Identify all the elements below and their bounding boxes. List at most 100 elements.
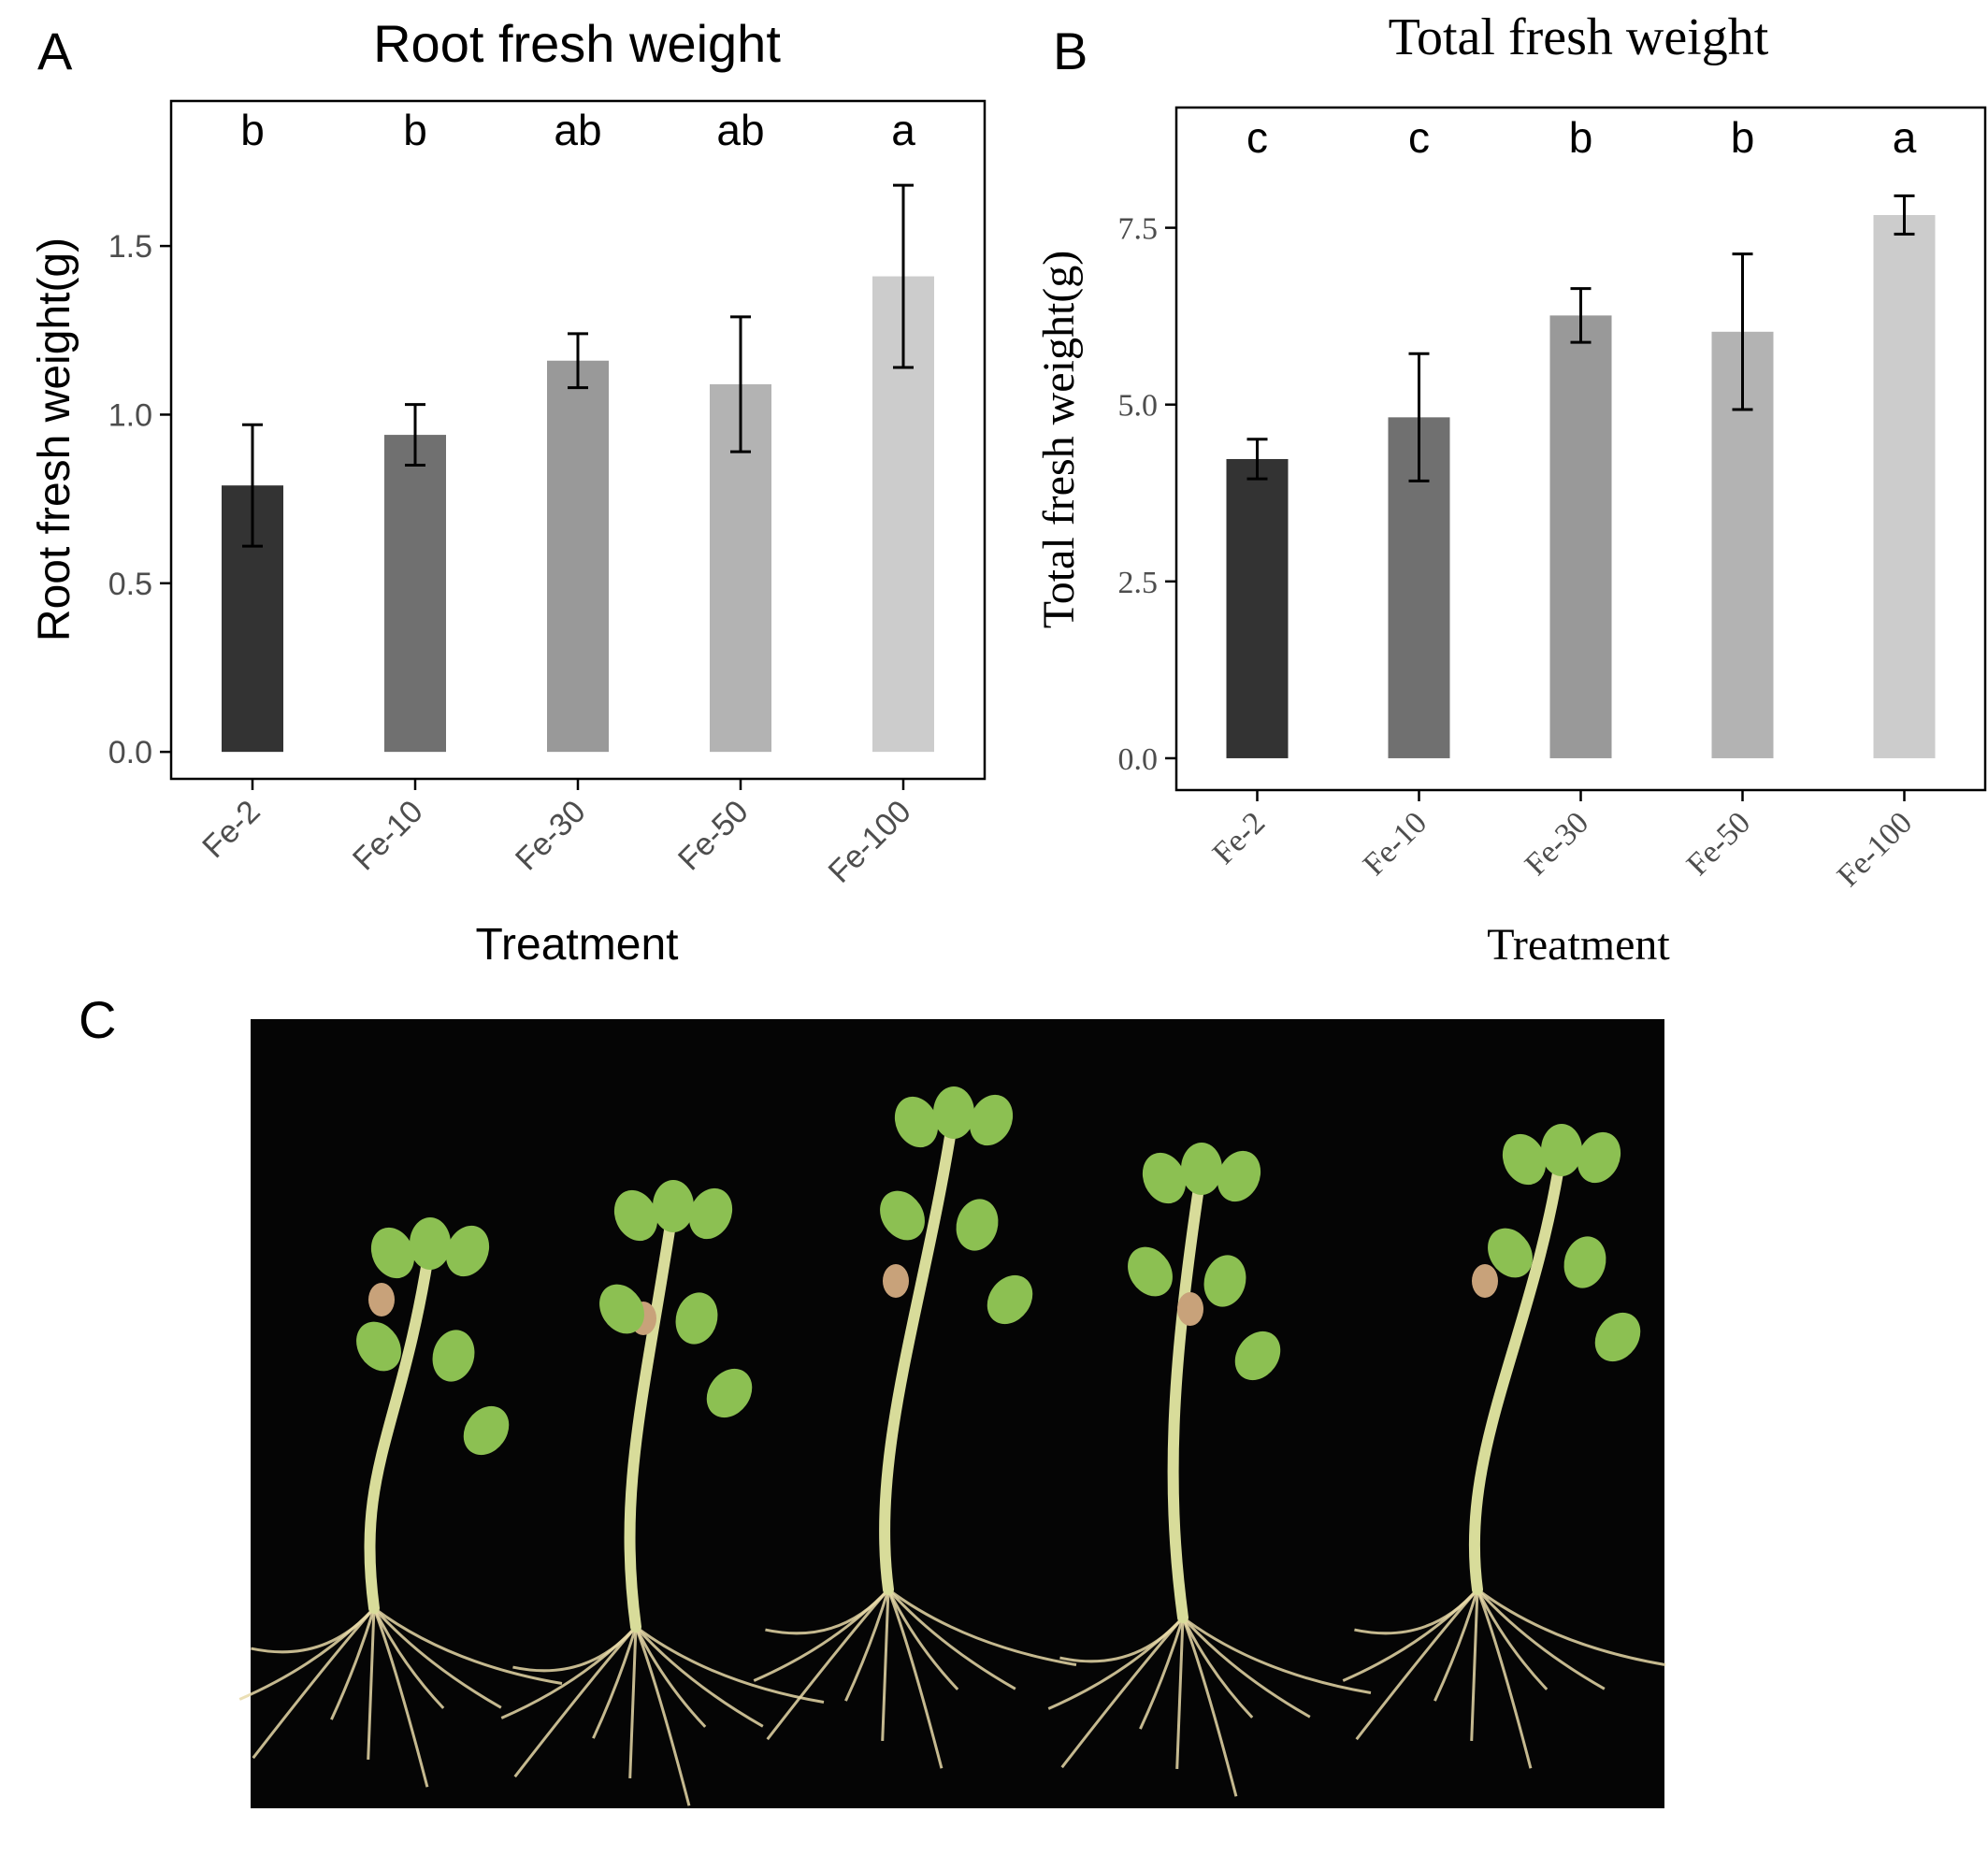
leaflet <box>1488 1228 1533 1278</box>
leaflet <box>613 1189 658 1242</box>
root-strand <box>367 1607 376 1760</box>
leaflet <box>410 1217 451 1270</box>
leaflet <box>706 1368 753 1418</box>
root-strand <box>1060 1617 1185 1769</box>
chart-b-title: Total fresh weight <box>1389 8 1769 66</box>
panel-a-label: A <box>37 22 73 80</box>
root-strand <box>592 1626 638 1739</box>
cotyledon <box>1177 1292 1203 1326</box>
root-strand <box>330 1607 376 1720</box>
root-strand <box>844 1589 890 1702</box>
seedling-illustrations <box>238 1086 1666 1806</box>
root-strand <box>1182 1616 1372 1695</box>
leaflet <box>1541 1124 1582 1176</box>
chart-a-y-axis-title: Root fresh weight(g) <box>30 237 79 641</box>
chart-a-significance-letter: b <box>240 106 265 154</box>
root-strand <box>1476 1589 1533 1769</box>
chart-b-significance-letter: b <box>1731 113 1755 162</box>
leaflet <box>1502 1133 1547 1186</box>
leaflet <box>880 1190 925 1241</box>
leaflet <box>1128 1246 1173 1297</box>
root-strand <box>1476 1589 1549 1690</box>
leaflet <box>1217 1150 1261 1202</box>
chart-a-significance-letter: ab <box>554 106 601 154</box>
root-strand <box>1477 1588 1666 1667</box>
root-strand <box>1181 1617 1238 1797</box>
seedling-4 <box>1047 1143 1372 1797</box>
chart-a-bars: b b ab ab a <box>222 106 934 753</box>
root-strand <box>1139 1617 1185 1730</box>
leaflet <box>356 1321 401 1372</box>
seedling-5 <box>1342 1124 1666 1769</box>
root-strand <box>886 1589 959 1690</box>
leaflet <box>1142 1152 1187 1204</box>
root-strand <box>886 1589 944 1769</box>
root-strand <box>1355 1589 1479 1741</box>
leaflet <box>1234 1331 1281 1381</box>
leaflet <box>987 1274 1033 1325</box>
chart-a-y-tick-label: 0.0 <box>108 735 152 770</box>
leaflet <box>1594 1312 1641 1362</box>
root-strand <box>1181 1616 1311 1719</box>
chart-b-x-axis-title: Treatment <box>1487 920 1670 970</box>
leaflet <box>1203 1255 1246 1307</box>
cotyledon <box>883 1264 909 1298</box>
chart-b-y-tick-label: 0.0 <box>1118 742 1159 777</box>
stem <box>1468 1144 1567 1595</box>
root-strand <box>252 1607 376 1760</box>
root-strand <box>1470 1589 1479 1741</box>
stem <box>1167 1163 1207 1623</box>
chart-b-significance-letter: c <box>1246 113 1268 162</box>
root-strand <box>634 1625 764 1728</box>
chart-a-significance-letter: b <box>403 106 427 154</box>
chart-a-y-axis: 0.0 0.5 1.0 1.5 <box>108 229 171 770</box>
root-strand <box>372 1606 502 1709</box>
leaflet <box>969 1094 1014 1146</box>
leaflet <box>445 1225 490 1277</box>
leaflet <box>1563 1236 1606 1288</box>
chart-b-y-axis-title: Total fresh weight(g) <box>1034 251 1084 629</box>
seedling-1 <box>238 1217 563 1788</box>
leaflet <box>894 1096 939 1148</box>
root-strand <box>766 1589 890 1741</box>
chart-b-significance-letter: a <box>1893 113 1917 162</box>
leaflet <box>688 1187 733 1240</box>
chart-a-y-tick-label: 0.5 <box>108 567 152 602</box>
chart-b-bar-fe-100 <box>1873 214 1936 758</box>
root-strand <box>1476 1588 1606 1690</box>
chart-a-bar-fe-10 <box>384 435 446 753</box>
chart-b-y-tick-label: 7.5 <box>1118 212 1159 247</box>
root-strand <box>238 1606 376 1701</box>
leaflet <box>675 1292 718 1345</box>
root-strand <box>635 1625 825 1705</box>
chart-b-bar-fe-2 <box>1226 458 1289 758</box>
root-strand <box>1342 1588 1479 1682</box>
root-strand <box>372 1607 445 1709</box>
root-strand <box>886 1588 1016 1690</box>
leaflet <box>432 1330 475 1382</box>
root-strand <box>881 1589 890 1741</box>
chart-a-y-tick-label: 1.0 <box>108 397 152 433</box>
leaflet <box>1577 1131 1621 1184</box>
chart-b-significance-letter: c <box>1408 113 1430 162</box>
chart-a-significance-letter: ab <box>716 106 764 154</box>
root-strand <box>513 1626 638 1778</box>
chart-a-x-axis-title: Treatment <box>476 920 679 970</box>
leaflet <box>956 1199 999 1251</box>
chart-b-y-axis: 0.0 2.5 5.0 7.5 <box>1118 212 1176 777</box>
panel-c-label: C <box>79 990 116 1049</box>
root-strand <box>1181 1617 1254 1719</box>
root-strand <box>1175 1617 1185 1769</box>
root-strand <box>887 1588 1077 1667</box>
stem <box>364 1238 436 1614</box>
leaflet <box>599 1284 644 1334</box>
chart-b-y-tick-label: 2.5 <box>1118 566 1159 600</box>
chart-a-title: Root fresh weight <box>373 14 781 73</box>
cotyledon <box>368 1283 395 1316</box>
chart-a-bar-fe-30 <box>547 360 609 753</box>
chart-b-bar-fe-30 <box>1549 315 1612 758</box>
root-strand <box>1433 1589 1479 1702</box>
chart-b-y-tick-label: 5.0 <box>1118 389 1159 424</box>
